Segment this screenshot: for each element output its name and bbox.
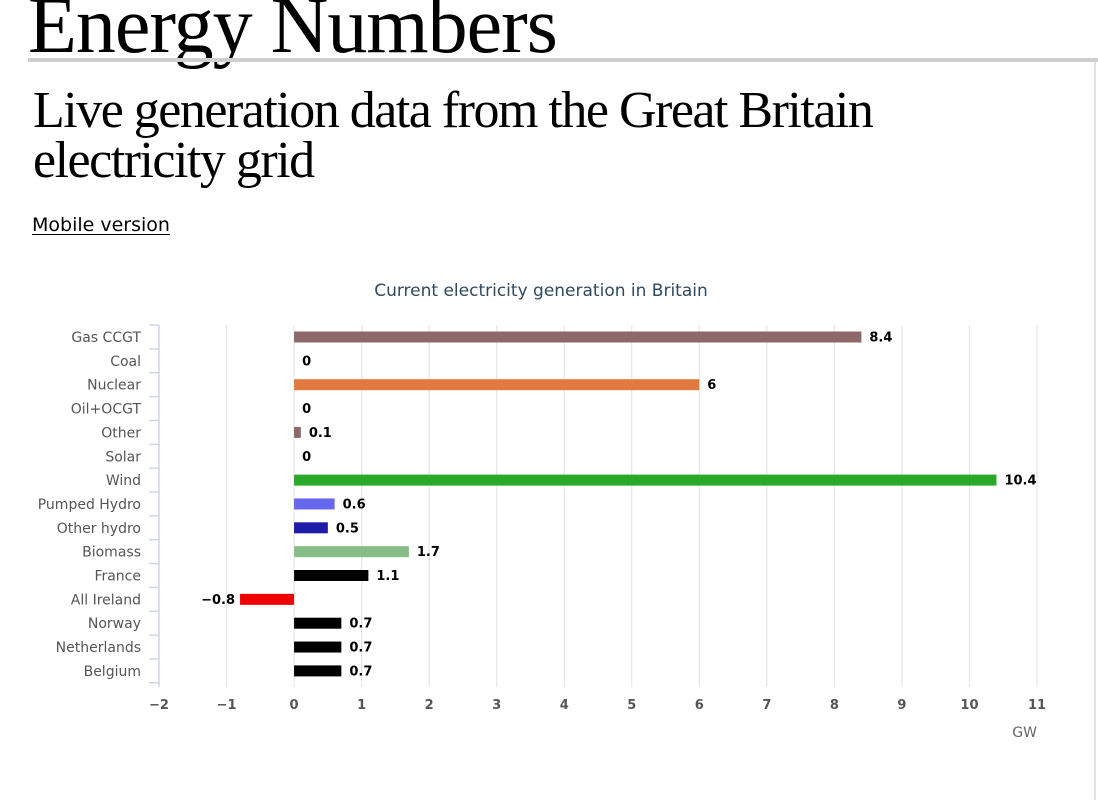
value-label: 0 (302, 402, 311, 417)
category-label: Belgium (84, 664, 141, 680)
site-title: Energy Numbers (28, 0, 558, 70)
category-label: France (94, 569, 141, 585)
x-tick-label: 5 (627, 698, 636, 713)
category-label: Solar (105, 449, 141, 465)
chart-title: Current electricity generation in Britai… (374, 281, 708, 301)
value-label: 0 (302, 450, 311, 465)
x-tick-label: −2 (149, 698, 169, 713)
value-label: 0.7 (349, 664, 372, 679)
value-label: 0.1 (309, 426, 332, 441)
bar (294, 617, 342, 629)
bar (294, 665, 342, 677)
x-tick-label: 9 (897, 698, 906, 713)
value-label: 0 (302, 354, 311, 369)
x-tick-label: 3 (492, 698, 501, 713)
category-label: Nuclear (87, 378, 141, 394)
bars (240, 331, 997, 677)
x-tick-label: 8 (830, 698, 839, 713)
category-label: Other (101, 425, 141, 441)
value-label: 0.7 (349, 617, 372, 632)
title-divider (28, 58, 1098, 62)
value-label: 10.4 (1004, 474, 1036, 489)
x-tick-label: 1 (357, 698, 366, 713)
value-label: 0.5 (336, 521, 359, 536)
value-label: 0.6 (343, 497, 366, 512)
category-label: Pumped Hydro (38, 497, 141, 513)
value-label: 0.7 (349, 641, 372, 656)
bar (294, 426, 301, 438)
x-tick-label: 7 (762, 698, 771, 713)
value-label: 6 (707, 378, 716, 393)
x-tick-label: −1 (217, 698, 237, 713)
x-tick-label: 2 (425, 698, 434, 713)
bar (294, 474, 997, 486)
bar (240, 593, 295, 605)
bar (294, 331, 862, 343)
x-axis-ticks: −2 −1 0 1 2 3 4 5 6 7 8 9 10 11 (149, 698, 1046, 713)
x-tick-label: 6 (695, 698, 704, 713)
category-label: Coal (110, 354, 141, 370)
bar (294, 522, 328, 534)
x-axis-unit-label: GW (1012, 725, 1037, 741)
bar (294, 570, 369, 581)
x-tick-label: 0 (290, 698, 299, 713)
x-tick-label: 11 (1028, 698, 1046, 713)
bar (294, 546, 409, 558)
category-axis: Gas CCGT Coal Nuclear Oil+OCGT Other Solar Win… (38, 324, 160, 687)
value-labels: 8.4 0 6 0 0.1 0 10.4 0.6 0.5 1.7 1.1 −0.8 0.7 0.7 0.7 (201, 331, 1036, 680)
category-label: Gas CCGT (71, 330, 141, 346)
mobile-version-link[interactable]: Mobile version (32, 214, 170, 236)
x-tick-label: 10 (960, 698, 978, 713)
bar (294, 498, 335, 510)
bar (294, 641, 342, 653)
category-label: Oil+OCGT (71, 402, 142, 418)
x-tick-label: 4 (560, 698, 569, 713)
category-label: Norway (88, 616, 141, 632)
category-label: Other hydro (57, 521, 141, 537)
page-edge-divider (1094, 62, 1096, 800)
category-label: Biomass (82, 545, 141, 561)
value-label: −0.8 (201, 593, 235, 608)
value-label: 1.7 (417, 545, 440, 560)
category-label: All Ireland (71, 592, 141, 608)
bar (294, 379, 700, 391)
category-label: Netherlands (56, 640, 141, 656)
value-label: 8.4 (869, 331, 892, 346)
category-label: Wind (106, 473, 141, 489)
value-label: 1.1 (376, 569, 399, 584)
page-subtitle: Live generation data from the Great Brit… (33, 82, 874, 189)
